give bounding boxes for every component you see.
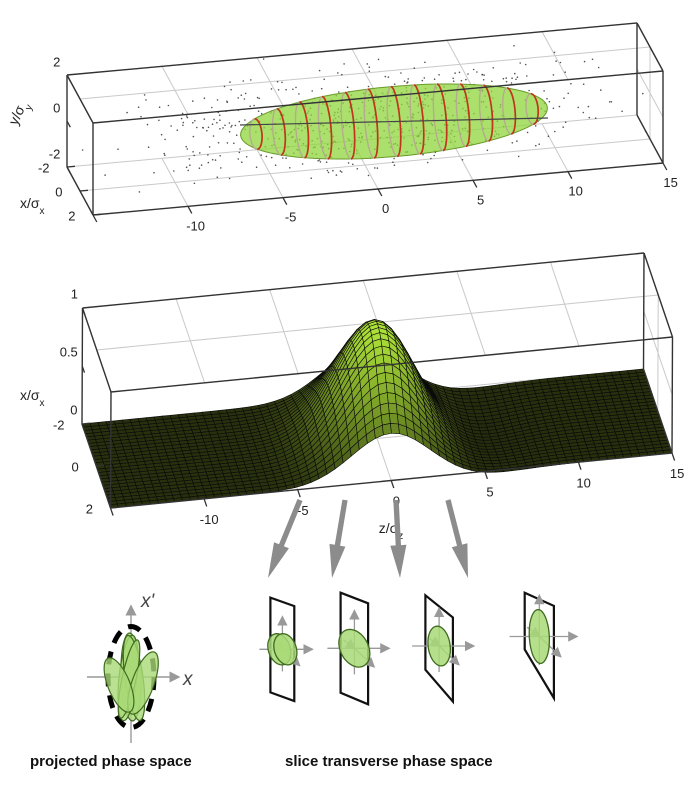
svg-text:1: 1	[71, 287, 78, 302]
svg-text:x': x'	[140, 591, 156, 612]
svg-text:0: 0	[71, 460, 78, 475]
svg-text:15: 15	[670, 466, 684, 481]
svg-text:-2: -2	[49, 147, 61, 162]
svg-text:-2: -2	[38, 161, 50, 176]
svg-text:-5: -5	[285, 210, 297, 225]
svg-text:5: 5	[477, 192, 484, 207]
svg-text:2: 2	[86, 502, 93, 517]
svg-text:-10: -10	[186, 218, 205, 233]
svg-text:0: 0	[70, 403, 77, 418]
svg-text:0: 0	[55, 185, 62, 200]
svg-text:0: 0	[53, 101, 60, 116]
svg-text:x: x	[182, 669, 194, 690]
svg-text:-2: -2	[53, 418, 65, 433]
svg-text:0.5: 0.5	[60, 345, 78, 360]
svg-text:5: 5	[486, 485, 493, 500]
svg-text:15: 15	[663, 175, 677, 190]
svg-text:10: 10	[568, 184, 582, 199]
svg-text:-10: -10	[200, 512, 219, 527]
svg-text:2: 2	[53, 55, 60, 70]
svg-text:0: 0	[382, 201, 389, 216]
svg-text:projected phase space: projected phase space	[30, 753, 192, 770]
svg-text:slice transverse phase space: slice transverse phase space	[285, 753, 493, 770]
svg-text:10: 10	[576, 475, 590, 490]
svg-text:2: 2	[68, 209, 75, 224]
